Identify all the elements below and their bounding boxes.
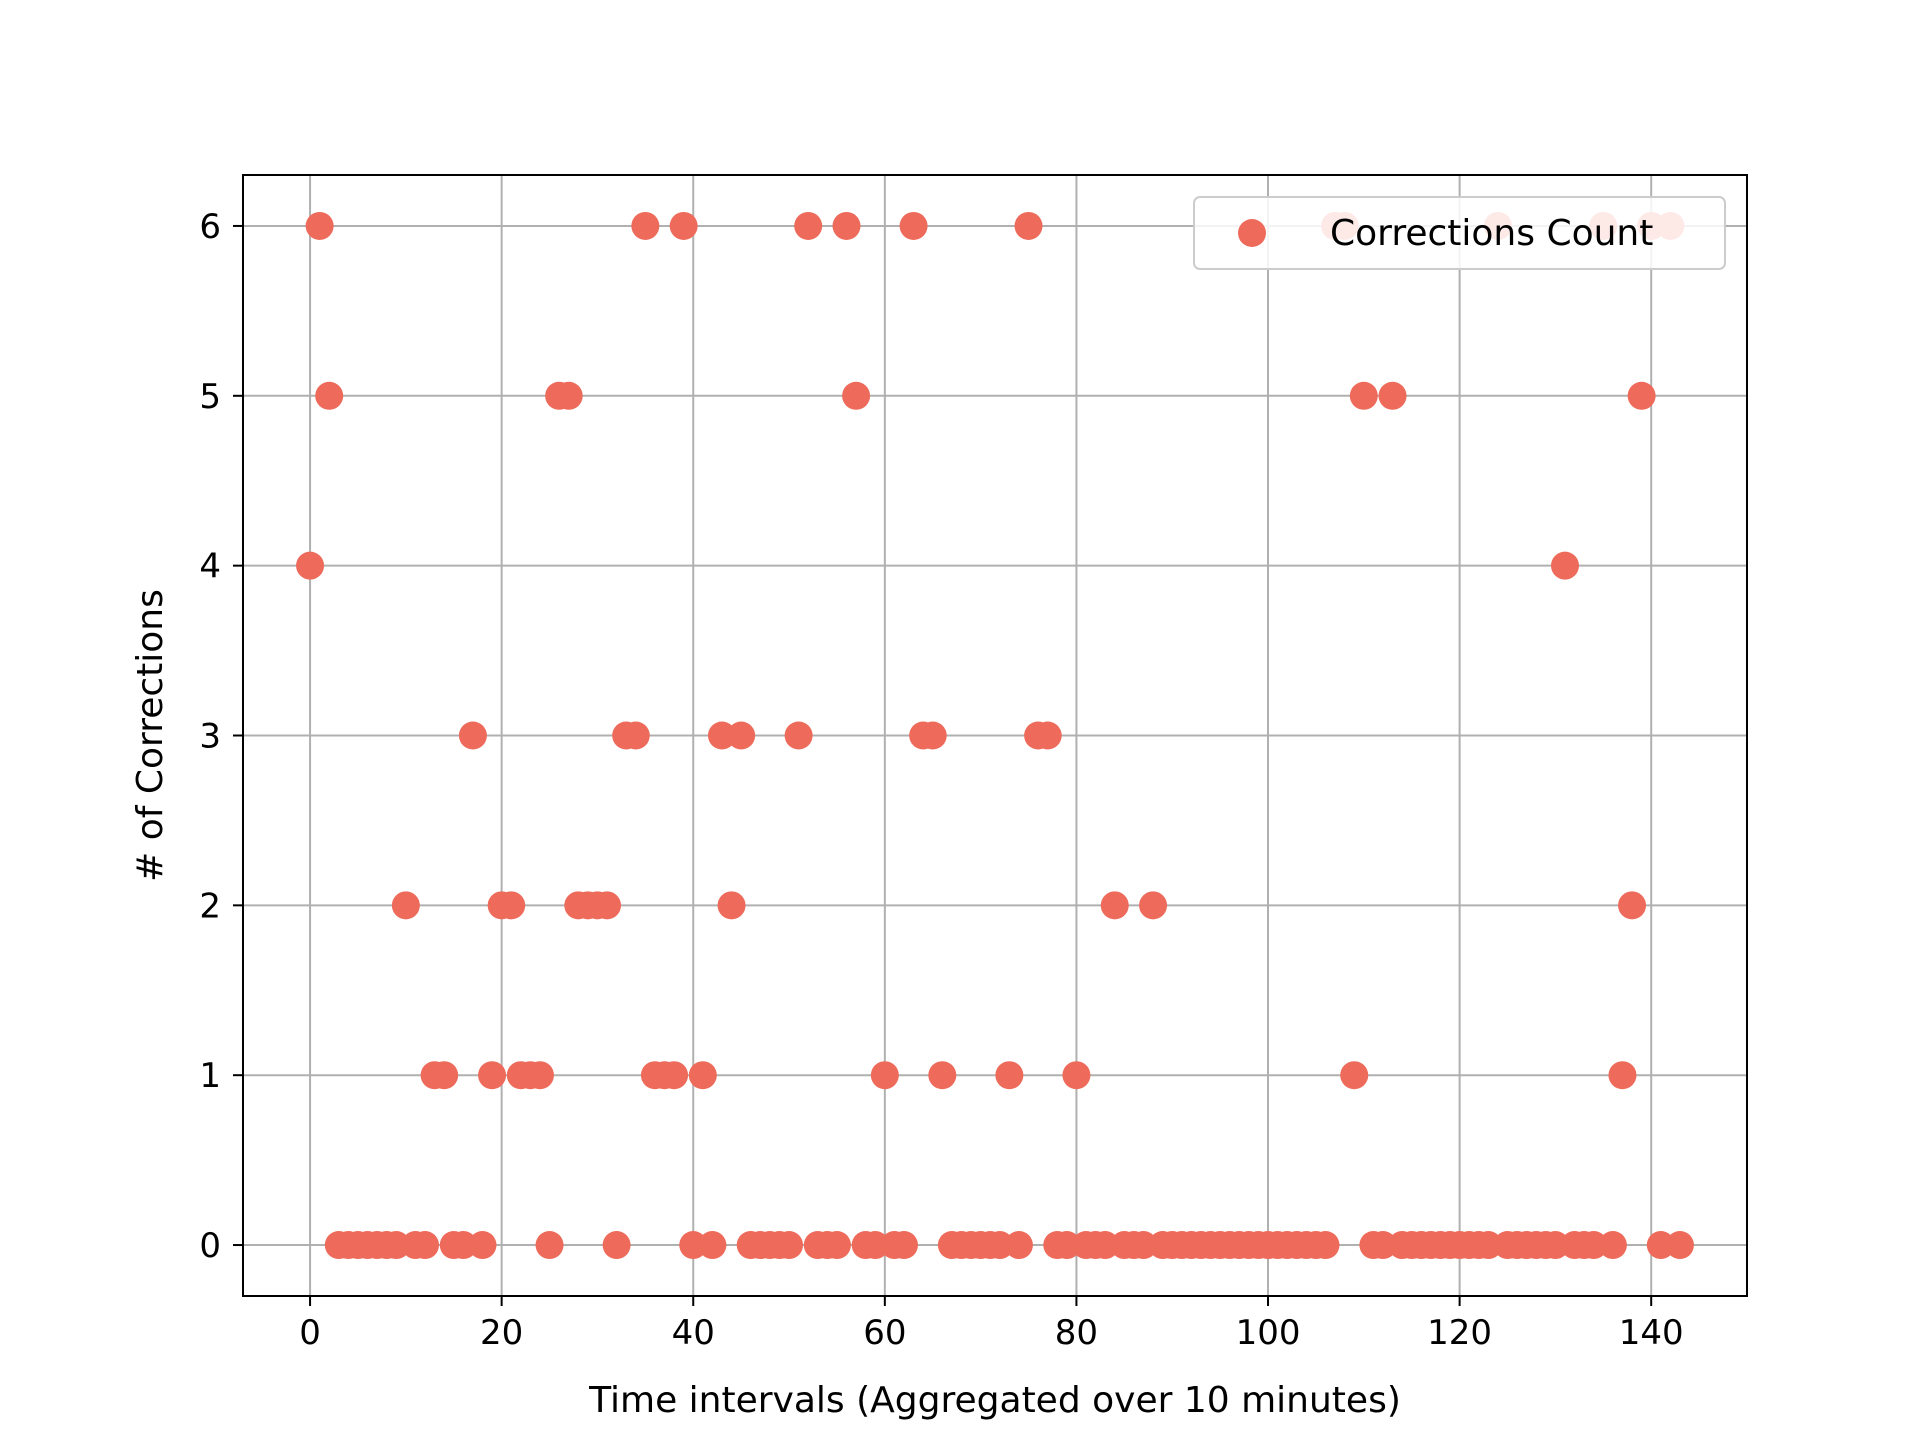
data-point <box>1340 1061 1369 1090</box>
y-tick-label: 2 <box>199 886 221 926</box>
data-point <box>1474 1231 1503 1260</box>
data-point <box>1579 1231 1608 1260</box>
data-point <box>535 1231 564 1260</box>
data-point <box>1014 211 1043 240</box>
data-point <box>918 721 947 750</box>
data-point <box>727 721 756 750</box>
data-point <box>621 721 650 750</box>
data-point <box>458 721 487 750</box>
data-point <box>669 211 698 240</box>
data-point <box>430 1061 459 1090</box>
data-point <box>296 551 325 580</box>
data-point <box>449 1231 478 1260</box>
y-tick-label: 6 <box>199 207 221 247</box>
data-point <box>631 211 660 240</box>
data-point <box>305 211 334 240</box>
data-point <box>1378 381 1407 410</box>
data-point <box>707 721 736 750</box>
data-point <box>382 1231 411 1260</box>
data-point <box>1598 1231 1627 1260</box>
data-point <box>861 1231 890 1260</box>
data-point <box>889 1231 918 1260</box>
data-point <box>842 381 871 410</box>
x-tick-label: 0 <box>299 1313 321 1353</box>
x-tick-label: 100 <box>1236 1313 1301 1353</box>
data-point <box>593 891 622 920</box>
data-point <box>1550 551 1579 580</box>
y-tick-label: 4 <box>199 547 221 587</box>
y-tick-label: 3 <box>199 717 221 757</box>
legend-label: Corrections Count <box>1330 213 1653 254</box>
data-point <box>315 381 344 410</box>
x-tick-label: 40 <box>672 1313 715 1353</box>
data-point <box>1004 1231 1033 1260</box>
x-tick-label: 20 <box>480 1313 523 1353</box>
data-point <box>1665 1231 1694 1260</box>
data-point <box>822 1231 851 1260</box>
y-tick-label: 5 <box>199 377 221 417</box>
data-point <box>775 1231 804 1260</box>
y-tick-label: 0 <box>199 1226 221 1266</box>
data-point <box>525 1061 554 1090</box>
data-point <box>832 211 861 240</box>
data-point <box>899 211 928 240</box>
x-tick-label: 80 <box>1055 1313 1098 1353</box>
data-point <box>1608 1061 1637 1090</box>
x-tick-label: 120 <box>1427 1313 1492 1353</box>
data-point <box>717 891 746 920</box>
legend-marker <box>1238 219 1266 247</box>
ticks-layer: 0 20 40 60 80 100 120 140 0 1 2 3 4 5 6 <box>199 207 1683 1353</box>
data-point <box>1033 721 1062 750</box>
data-point <box>679 1231 708 1260</box>
data-point <box>1618 891 1647 920</box>
data-point <box>660 1061 689 1090</box>
data-point <box>1311 1231 1340 1260</box>
data-point <box>985 1231 1014 1260</box>
data-point <box>1646 1231 1675 1260</box>
data-point <box>1100 891 1129 920</box>
x-axis-label: Time intervals (Aggregated over 10 minut… <box>588 1380 1401 1421</box>
data-point <box>995 1061 1024 1090</box>
data-point <box>1349 381 1378 410</box>
data-point <box>794 211 823 240</box>
data-point <box>468 1231 497 1260</box>
data-point <box>1052 1231 1081 1260</box>
data-point <box>1129 1231 1158 1260</box>
x-tick-label: 140 <box>1619 1313 1684 1353</box>
data-point <box>497 891 526 920</box>
data-point <box>1062 1061 1091 1090</box>
legend-box <box>1193 196 1726 270</box>
data-point <box>1541 1231 1570 1260</box>
data-point <box>1368 1231 1397 1260</box>
data-point <box>602 1231 631 1260</box>
data-point <box>1139 891 1168 920</box>
data-point <box>478 1061 507 1090</box>
data-point <box>391 891 420 920</box>
data-point <box>1627 381 1656 410</box>
data-point <box>698 1231 727 1260</box>
data-point <box>784 721 813 750</box>
data-point <box>411 1231 440 1260</box>
data-point <box>928 1061 957 1090</box>
y-axis-label: # of Corrections <box>130 589 171 882</box>
data-point <box>1091 1231 1120 1260</box>
x-tick-label: 60 <box>863 1313 906 1353</box>
legend: Corrections Count <box>1193 196 1726 270</box>
y-tick-label: 1 <box>199 1056 221 1096</box>
data-point <box>688 1061 717 1090</box>
data-point <box>870 1061 899 1090</box>
data-point <box>554 381 583 410</box>
